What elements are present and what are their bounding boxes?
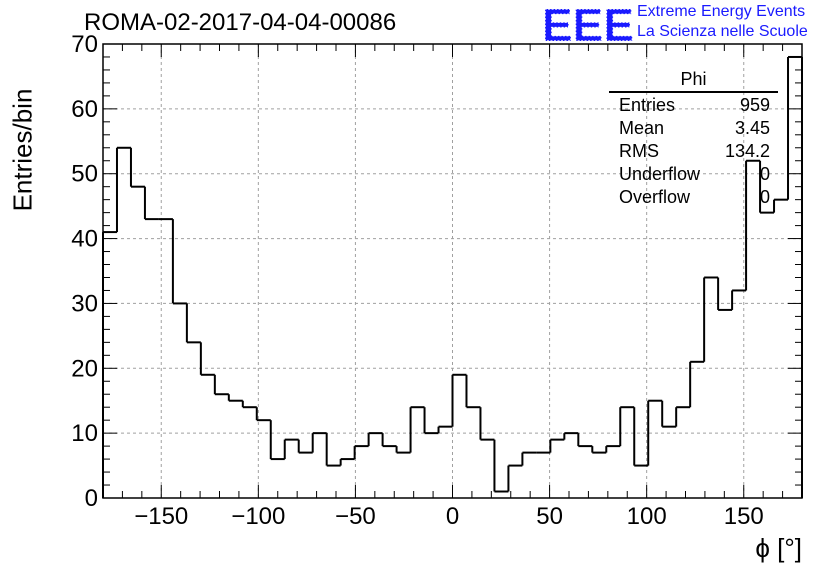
stats-row-entries: Entries 959 — [609, 94, 778, 117]
svg-text:EEE: EEE — [543, 0, 633, 50]
y-tick-label: 10 — [71, 420, 98, 447]
x-tick-label: −100 — [231, 503, 285, 530]
axes — [102, 43, 803, 499]
y-tick-label: 20 — [71, 355, 98, 382]
stats-row-underflow: Underflow 0 — [609, 163, 778, 186]
stats-title: Phi — [609, 68, 778, 93]
chart-title: ROMA-02-2017-04-04-00086 — [84, 9, 397, 36]
logo-line-2: La Scienza nelle Scuole — [637, 23, 808, 40]
y-tick-label: 70 — [71, 31, 98, 58]
stats-row-overflow: Overflow 0 — [609, 186, 778, 209]
x-tick-label: 0 — [446, 503, 459, 530]
x-tick-label: 150 — [724, 503, 764, 530]
x-tick-label: 50 — [536, 503, 563, 530]
x-tick-label: 100 — [627, 503, 667, 530]
logo-caption: Extreme Energy Events La Scienza nelle S… — [637, 2, 808, 42]
stats-value: 134.2 — [724, 141, 770, 161]
stats-row-rms: RMS 134.2 — [609, 140, 778, 163]
x-tick-label: −50 — [335, 503, 376, 530]
x-axis-label: ϕ [°] — [755, 533, 802, 563]
logo-line-1: Extreme Energy Events — [637, 3, 806, 20]
stats-label: RMS — [619, 141, 659, 161]
y-axis-label: Entries/bin — [7, 88, 38, 212]
stats-value: 0 — [759, 187, 770, 207]
x-tick-label: −150 — [134, 503, 188, 530]
stats-box: Phi Entries 959 Mean 3.45 RMS 134.2 Unde… — [609, 68, 778, 209]
stats-label: Mean — [619, 118, 665, 138]
stats-label: Entries — [619, 95, 676, 115]
y-tick-label: 50 — [71, 161, 98, 188]
y-tick-label: 60 — [71, 96, 98, 123]
stats-value: 3.45 — [734, 118, 770, 138]
y-tick-label: 0 — [85, 485, 98, 512]
stats-value: 959 — [739, 95, 770, 115]
stats-label: Overflow — [619, 187, 691, 207]
stats-label: Underflow — [619, 164, 701, 184]
stats-row-mean: Mean 3.45 — [609, 117, 778, 140]
y-tick-label: 30 — [71, 290, 98, 317]
tick-labels: −150 −100 −50 0 50 100 150 0 10 20 30 40 50 60 70 — [71, 31, 763, 530]
eee-logo-icon: EEE — [543, 0, 633, 50]
stats-value: 0 — [759, 164, 770, 184]
y-tick-label: 40 — [71, 226, 98, 253]
y-axis-label-box: Entries/bin — [8, 89, 38, 212]
